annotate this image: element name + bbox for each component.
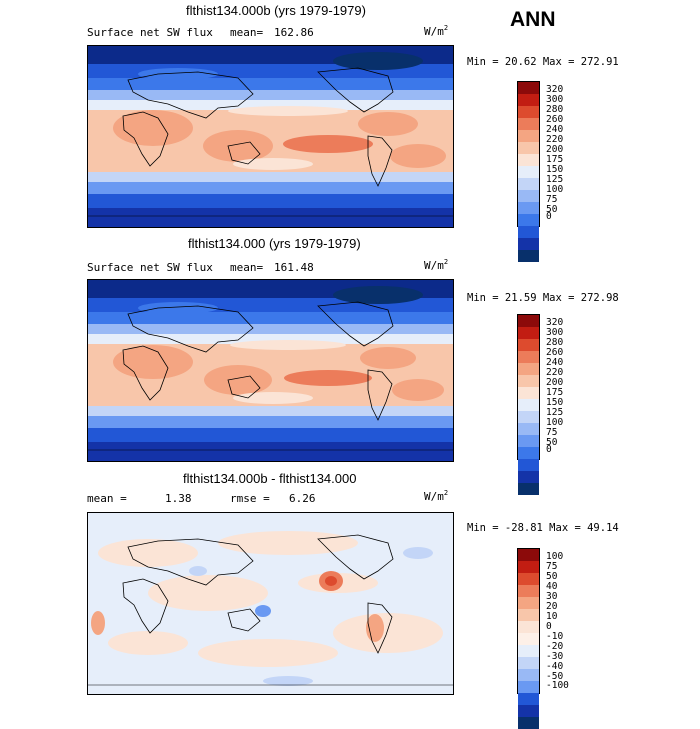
panel1-cbar-label: 260 xyxy=(546,114,564,125)
panel3-cbar-label: 40 xyxy=(546,581,558,592)
panel2-mean: 161.48 xyxy=(274,261,314,274)
panel2-variable: Surface net SW flux xyxy=(87,261,213,274)
panel3-cbar-label: 50 xyxy=(546,571,558,582)
panel3-cbar-label: -10 xyxy=(546,631,564,642)
panel1-cbar-label: 200 xyxy=(546,144,564,155)
panel2-cbar-label: 200 xyxy=(546,377,564,388)
panel3-cbar-label: -20 xyxy=(546,641,564,652)
panel3-cbar-label: 20 xyxy=(546,601,558,612)
panel2-cbar-label: 175 xyxy=(546,387,564,398)
panel3-cbar-label: -100 xyxy=(546,680,569,691)
panel2-map-field xyxy=(88,280,453,461)
panel3-rmse: 6.26 xyxy=(289,492,316,505)
panel3-map xyxy=(87,512,454,695)
panel2-cbar-label: 50 xyxy=(546,437,558,448)
panel2-title: flthist134.000 (yrs 1979-1979) xyxy=(188,236,361,251)
panel3-title: flthist134.000b - flthist134.000 xyxy=(183,471,357,486)
panel3-cbar-label: -50 xyxy=(546,671,564,682)
panel2-cbar-label: 300 xyxy=(546,327,564,338)
panel3-colorbar xyxy=(517,548,540,729)
panel3-map-field xyxy=(88,513,453,694)
panel3-cbar-label: 0 xyxy=(546,621,552,632)
panel2-cbar-label: 75 xyxy=(546,427,558,438)
panel1-map-field xyxy=(88,46,453,227)
panel2-mean-label: mean= xyxy=(230,261,264,274)
panel2-cbar-label: 0 xyxy=(546,444,552,455)
panel2-cbar-label: 220 xyxy=(546,367,564,378)
panel2-cbar-label: 260 xyxy=(546,347,564,358)
panel2-cbar-label: 125 xyxy=(546,407,564,418)
panel3-mean: 1.38 xyxy=(165,492,192,505)
panel1-cbar-label: 280 xyxy=(546,104,564,115)
panel2-colorbar xyxy=(517,314,540,495)
panel1-colorbar xyxy=(517,81,540,262)
panel2-cbar-label: 100 xyxy=(546,417,564,428)
panel1-cbar-label: 75 xyxy=(546,194,558,205)
panel2-map xyxy=(87,279,454,462)
panel1-cbar-label: 150 xyxy=(546,164,564,175)
panel1-cbar-label: 175 xyxy=(546,154,564,165)
panel3-cbar-label: 10 xyxy=(546,611,558,622)
panel3-mean-label: mean = xyxy=(87,492,127,505)
panel3-units: W/m2 xyxy=(424,489,449,503)
panel1-title: flthist134.000b (yrs 1979-1979) xyxy=(186,3,366,18)
panel1-cbar-label: 320 xyxy=(546,84,564,95)
panel1-cbar-label: 50 xyxy=(546,204,558,215)
panel1-cbar-label: 240 xyxy=(546,124,564,135)
panel3-min-max: Min = -28.81 Max = 49.14 xyxy=(467,522,619,534)
panel3-cbar-label: 75 xyxy=(546,561,558,572)
panel1-cbar-label: 0 xyxy=(546,211,552,222)
panel2-cbar-label: 320 xyxy=(546,317,564,328)
panel1-mean: 162.86 xyxy=(274,26,314,39)
panel2-cbar-label: 280 xyxy=(546,337,564,348)
panel2-cbar-label: 240 xyxy=(546,357,564,368)
panel3-cbar-label: -30 xyxy=(546,651,564,662)
panel3-cbar-label: -40 xyxy=(546,661,564,672)
panel1-units: W/m2 xyxy=(424,24,449,38)
panel2-cbar-label: 150 xyxy=(546,397,564,408)
season-label: ANN xyxy=(510,8,556,31)
panel1-map xyxy=(87,45,454,228)
panel1-variable: Surface net SW flux xyxy=(87,26,213,39)
panel2-units: W/m2 xyxy=(424,258,449,272)
panel1-min-max: Min = 20.62 Max = 272.91 xyxy=(467,56,619,68)
panel1-cbar-label: 220 xyxy=(546,134,564,145)
panel3-cbar-label: 100 xyxy=(546,551,564,562)
panel3-cbar-label: 30 xyxy=(546,591,558,602)
panel1-cbar-label: 100 xyxy=(546,184,564,195)
panel1-cbar-label: 300 xyxy=(546,94,564,105)
panel2-min-max: Min = 21.59 Max = 272.98 xyxy=(467,292,619,304)
panel1-mean-label: mean= xyxy=(230,26,264,39)
panel1-cbar-label: 125 xyxy=(546,174,564,185)
panel3-rmse-label: rmse = xyxy=(230,492,270,505)
